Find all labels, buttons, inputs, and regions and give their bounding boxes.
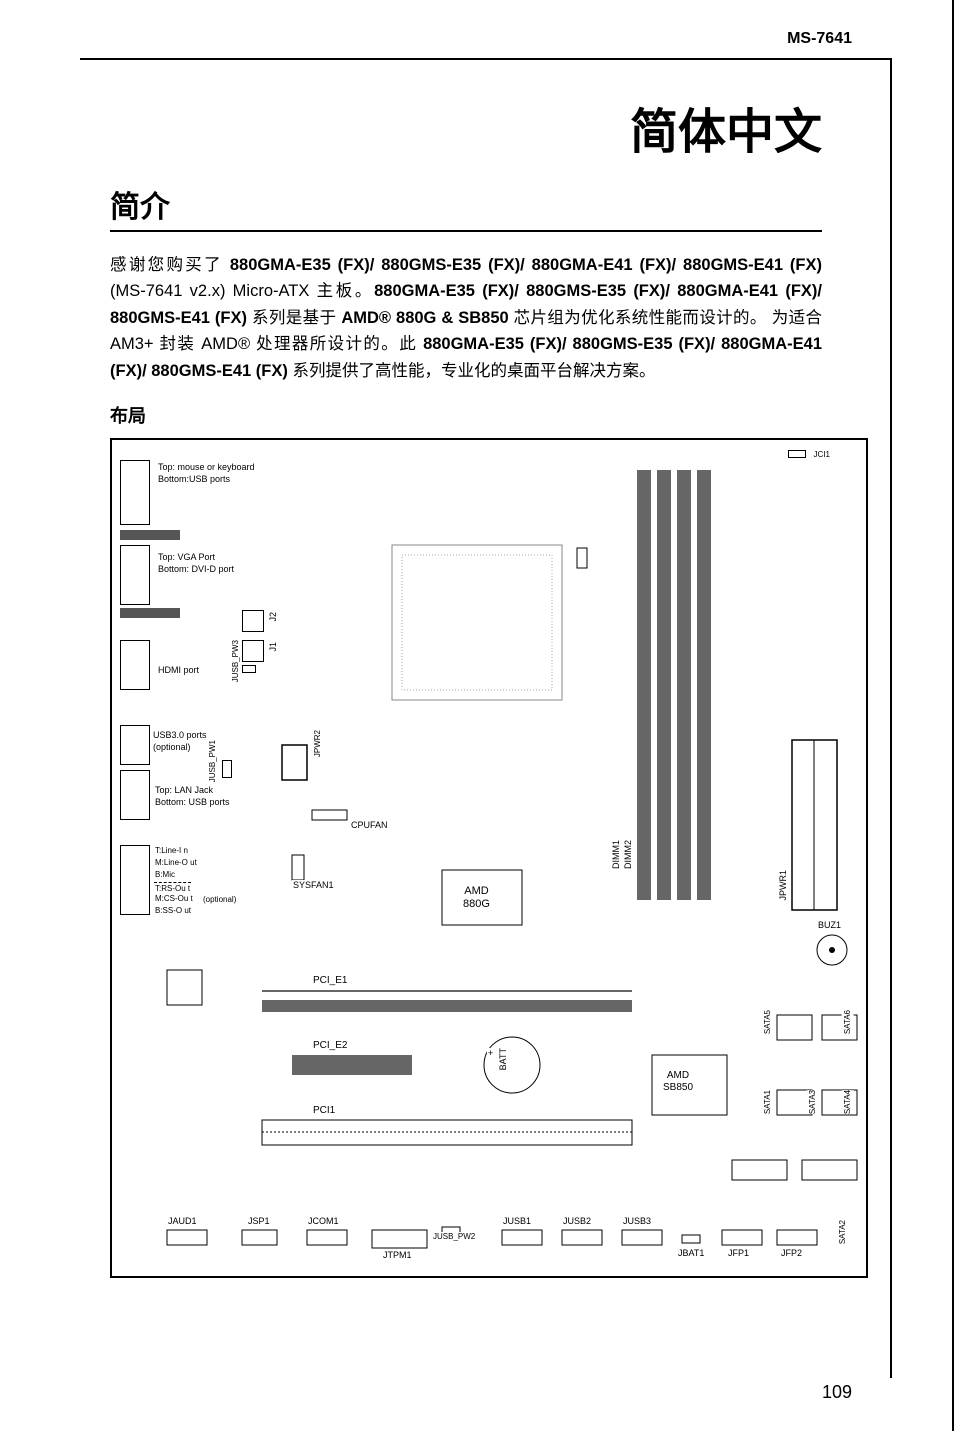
intro-end: 系列提供了高性能，专业化的桌面平台解决方案。 (288, 362, 656, 380)
model-header: MS-7641 (787, 30, 852, 48)
sata6-label: SATA6 (842, 1010, 854, 1034)
sata4-label: SATA4 (842, 1090, 854, 1114)
border-right (890, 58, 892, 1378)
intro-chipset: AMD® 880G & SB850 (341, 309, 508, 327)
motherboard-diagram: JCI1 Top: mouse or keyboard Bottom:USB p… (110, 438, 868, 1278)
jusb2-label: JUSB2 (562, 1216, 592, 1227)
intro-mid2: 系列是基于 (247, 309, 341, 327)
jusb1-label: JUSB1 (502, 1216, 532, 1227)
intro-paragraph: 感谢您购买了 880GMA-E35 (FX)/ 880GMS-E35 (FX)/… (110, 252, 822, 384)
intro-models1: 880GMA-E35 (FX)/ 880GMS-E35 (FX)/ 880GMA… (230, 256, 822, 274)
jpwr1-label: JPWR1 (777, 870, 790, 901)
jcom1-label: JCOM1 (307, 1216, 340, 1227)
jfp1-label: JFP1 (727, 1248, 750, 1259)
jbat1-label: JBAT1 (677, 1248, 705, 1259)
jfp2-label: JFP2 (780, 1248, 803, 1259)
jpwr2-label: JPWR2 (312, 730, 324, 757)
jsp1-label: JSP1 (247, 1216, 271, 1227)
cpufan-label: CPUFAN (350, 820, 389, 831)
jusb-pw2-label: JUSB_PW2 (432, 1232, 476, 1242)
sata5-label: SATA5 (762, 1010, 774, 1034)
dimm2-label: DIMM2 (622, 840, 635, 869)
buz1-label: BUZ1 (817, 920, 842, 931)
layout-title: 布局 (110, 402, 852, 428)
jaud1-label: JAUD1 (167, 1216, 198, 1227)
batt-plus: + (487, 1048, 494, 1059)
diagram-svg (112, 440, 870, 1280)
amd880g-label: AMD 880G (462, 885, 491, 911)
pci-e1-label: PCI_E1 (312, 975, 348, 987)
border-top (80, 58, 892, 60)
intro-mid1: (MS-7641 v2.x) Micro-ATX 主板。 (110, 282, 374, 300)
page: MS-7641 简体中文 简介 感谢您购买了 880GMA-E35 (FX)/ … (0, 0, 954, 1431)
page-number: 109 (822, 1382, 852, 1403)
dimm1-label: DIMM1 (610, 840, 623, 869)
sysfan1-label: SYSFAN1 (292, 880, 335, 891)
pci-e2-label: PCI_E2 (312, 1040, 348, 1052)
section-title: 简介 (110, 182, 822, 232)
batt-label: BATT (497, 1048, 510, 1070)
sata1-label: SATA1 (762, 1090, 774, 1114)
pci1-label: PCI1 (312, 1105, 336, 1117)
intro-prefix: 感谢您购买了 (110, 256, 230, 274)
jtpm1-label: JTPM1 (382, 1250, 413, 1261)
sata2-label: SATA2 (837, 1220, 849, 1244)
main-title: 简体中文 (110, 92, 822, 162)
jusb3-label: JUSB3 (622, 1216, 652, 1227)
amd-sb850-label: AMD SB850 (662, 1070, 694, 1094)
sata3-label: SATA3 (807, 1090, 819, 1114)
